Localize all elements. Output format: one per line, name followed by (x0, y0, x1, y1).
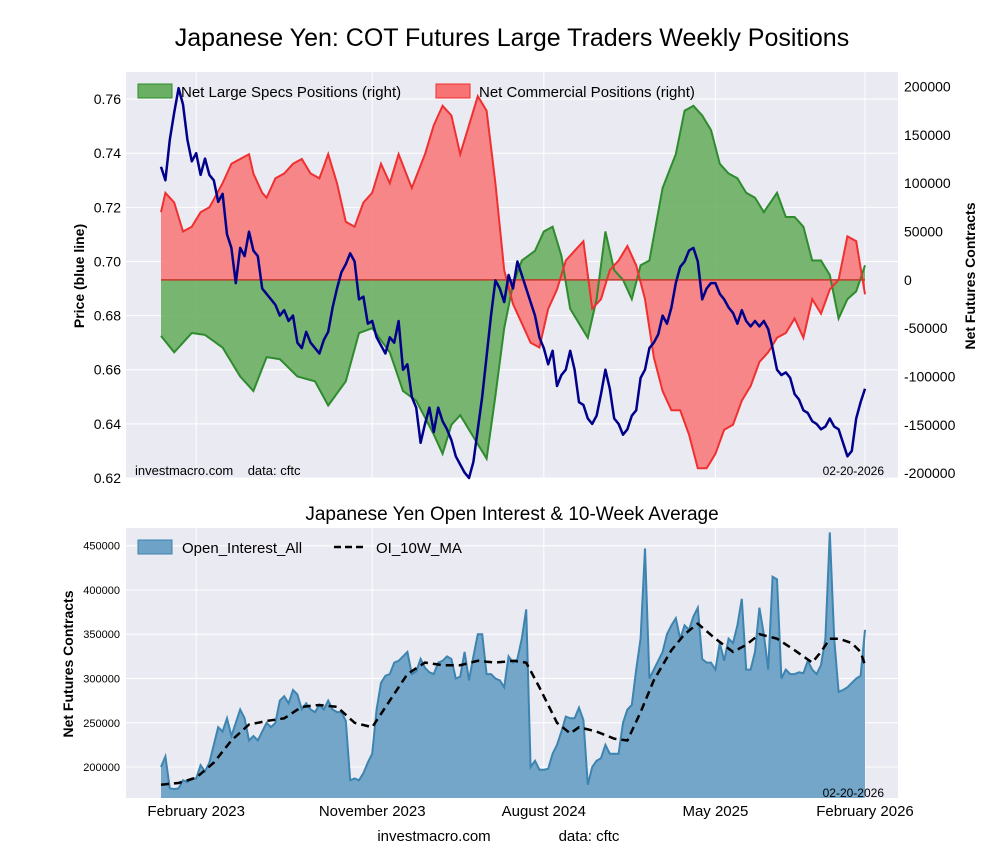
legend-open-interest-label: Open_Interest_All (182, 540, 302, 557)
footer-site: investmacro.com (377, 828, 490, 845)
price-axis-label: Price (blue line) (71, 224, 87, 328)
price-line-group (159, 86, 867, 480)
commercial-edge-line (160, 93, 866, 470)
oi-tick-label: 400000 (83, 585, 120, 597)
contracts-tick-label: -100000 (904, 369, 956, 385)
contracts-tick-label: -150000 (904, 417, 956, 433)
contracts-tick-label: -50000 (904, 320, 948, 336)
oi-tick-label: 300000 (83, 673, 120, 685)
positions-panel: 0.62 0.64 0.66 0.68 0.70 0.72 0.74 0.76 -200000… (71, 72, 978, 486)
legend-specs-swatch (137, 83, 173, 99)
open-interest-title: Japanese Yen Open Interest & 10-Week Ave… (305, 504, 718, 525)
contracts-axis-label: Net Futures Contracts (962, 202, 978, 349)
oi-tick-label: 350000 (83, 629, 120, 641)
main-title: Japanese Yen: COT Futures Large Traders … (175, 24, 849, 52)
price-line (159, 86, 867, 480)
contracts-tick-label: 200000 (904, 79, 951, 95)
footer-data: data: cftc (559, 828, 620, 845)
date-tick-label: May 2025 (682, 803, 748, 820)
price-tick-label: 0.74 (94, 145, 121, 161)
price-tick-label: 0.62 (94, 470, 121, 486)
contracts-tick-label: 100000 (904, 175, 951, 191)
date-tick-label: February 2023 (147, 803, 245, 820)
open-interest-line (160, 532, 866, 791)
legend-open-interest-swatch (137, 539, 173, 555)
contracts-tick-label: 0 (904, 272, 912, 288)
legend-commercial-label: Net Commercial Positions (right) (479, 84, 695, 101)
price-tick-label: 0.76 (94, 91, 121, 107)
positions-legend: Net Large Specs Positions (right) Net Co… (137, 83, 695, 101)
legend-commercial-swatch (435, 83, 471, 99)
price-tick-label: 0.66 (94, 362, 121, 378)
date-tick-label: November 2023 (319, 803, 426, 820)
legend-specs-label: Net Large Specs Positions (right) (181, 84, 401, 101)
open-interest-axis-ticks: 200000 250000 300000 350000 400000 450000 (83, 541, 120, 774)
date-tick-label: August 2024 (502, 803, 586, 820)
price-tick-label: 0.64 (94, 416, 121, 432)
contracts-axis-ticks: -200000 -150000 -100000 -50000 0 50000 100000 1… (904, 79, 956, 482)
oi-tick-label: 250000 (83, 718, 120, 730)
oi-tick-label: 450000 (83, 541, 120, 553)
moving-average-line-group (160, 621, 867, 786)
open-interest-axis-label: Net Futures Contracts (60, 590, 76, 737)
oi-tick-label: 200000 (83, 762, 120, 774)
date-tick-label: February 2026 (816, 803, 914, 820)
positions-source-label: investmacro.com data: cftc (135, 463, 301, 478)
legend-ma-label: OI_10W_MA (376, 540, 462, 557)
date-axis-ticks: February 2023 November 2023 August 2024 May… (147, 803, 913, 820)
open-interest-legend: Open_Interest_All OI_10W_MA (137, 539, 462, 557)
price-tick-label: 0.72 (94, 199, 121, 215)
price-tick-label: 0.68 (94, 308, 121, 324)
contracts-tick-label: 50000 (904, 224, 943, 240)
contracts-tick-label: 150000 (904, 127, 951, 143)
contracts-tick-label: -200000 (904, 465, 956, 481)
open-interest-area (161, 532, 865, 798)
positions-date-label: 02-20-2026 (823, 464, 885, 478)
open-interest-panel: Japanese Yen Open Interest & 10-Week Ave… (60, 504, 914, 820)
open-interest-date-label: 02-20-2026 (823, 786, 885, 800)
price-axis-ticks: 0.62 0.64 0.66 0.68 0.70 0.72 0.74 0.76 (94, 91, 121, 486)
price-tick-label: 0.70 (94, 253, 121, 269)
moving-average-line (160, 621, 867, 786)
open-interest-area-group (160, 532, 866, 798)
